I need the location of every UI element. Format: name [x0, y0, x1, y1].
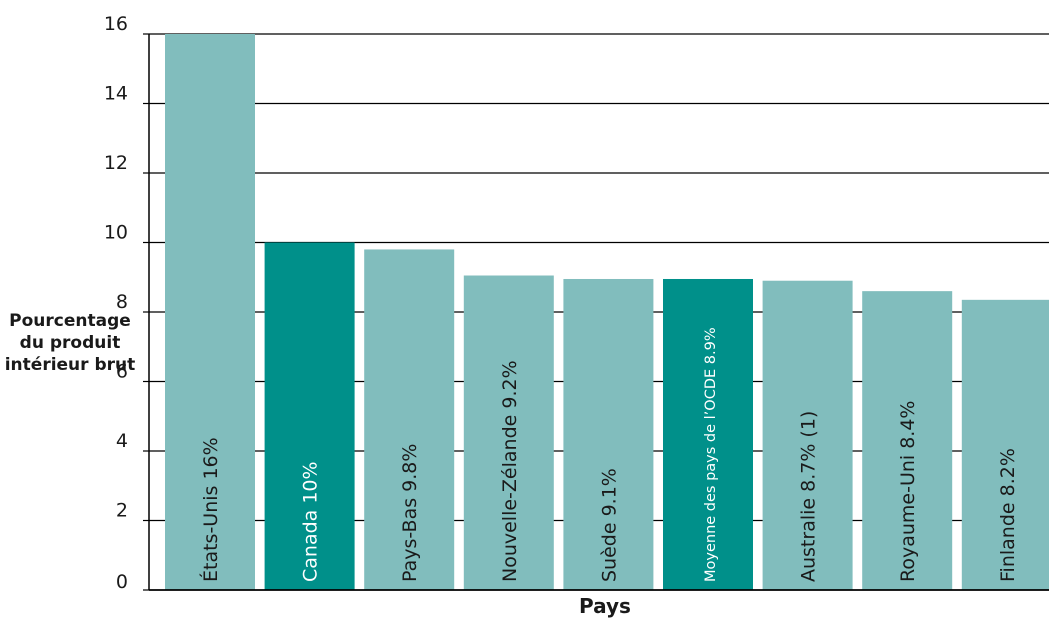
bar — [563, 278, 654, 590]
bar-label: Moyenne des pays de l’OCDE 8.9% — [703, 327, 719, 582]
bar-label: Australie 8.7% (1) — [798, 411, 820, 582]
y-tick-label: 8 — [116, 291, 128, 313]
bars: États-Unis 16% Canada 10% Pays-Bas 9.8% Nou… — [165, 34, 1049, 590]
bar-label: Pays-Bas 9.8% — [399, 444, 421, 582]
bar — [463, 275, 554, 590]
y-axis-label: Pourcentage du produit intérieur brut — [4, 311, 136, 375]
y-tick-label: 6 — [116, 361, 128, 383]
bar — [762, 280, 853, 590]
y-tick-label: 2 — [116, 500, 128, 522]
bar-label: Canada 10% — [300, 461, 322, 582]
bar-label: Nouvelle-Zélande 9.2% — [499, 360, 521, 582]
bar — [364, 249, 455, 590]
x-axis-label: Pays — [579, 594, 631, 618]
y-tick-label: 16 — [104, 13, 128, 35]
bar — [264, 242, 355, 590]
y-tick-label: 10 — [104, 222, 128, 244]
bar — [165, 34, 255, 590]
y-tick-label: 4 — [116, 430, 128, 452]
y-tick-label: 12 — [104, 152, 128, 174]
bar-label: Royaume-Uni 8.4% — [897, 401, 919, 582]
bar-label: États-Unis 16% — [199, 437, 222, 582]
y-axis-ticks: 0 2 4 6 8 10 12 14 16 — [104, 13, 149, 593]
bar — [663, 278, 753, 590]
y-tick-label: 14 — [104, 83, 128, 105]
bar-label: Suède 9.1% — [598, 468, 620, 582]
bar-label: Finlande 8.2% — [997, 448, 1019, 582]
bar — [961, 299, 1049, 590]
y-tick-label: 0 — [116, 571, 128, 593]
bar — [862, 291, 953, 590]
